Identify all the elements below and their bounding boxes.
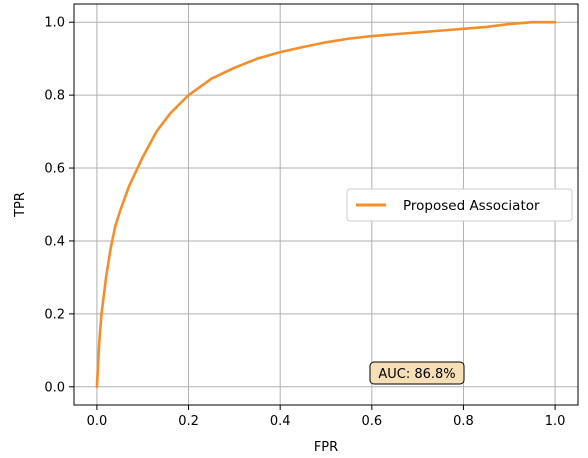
auc-annotation-box <box>369 361 465 385</box>
legend-box <box>346 188 573 222</box>
x-tick-label: 1.0 <box>545 414 566 429</box>
x-tick-label: 0.0 <box>87 414 108 429</box>
x-tick-label: 0.8 <box>453 414 474 429</box>
y-tick-label: 1.0 <box>44 16 65 31</box>
auc-annotation-text: AUC: 86.8% <box>378 367 455 382</box>
legend: Proposed Associator <box>346 188 573 222</box>
auc-annotation: AUC: 86.8% <box>369 361 465 385</box>
tick-labels: 0.0 0.2 0.4 0.6 0.8 1.0 0.0 0.2 0.4 0.6 0.8 1.0 <box>44 16 565 429</box>
y-axis-label: TPR <box>13 192 28 218</box>
x-tick-label: 0.4 <box>270 414 291 429</box>
legend-label: Proposed Associator <box>403 198 540 214</box>
y-tick-label: 0.8 <box>44 89 65 104</box>
x-axis-label: FPR <box>314 440 338 455</box>
roc-curve-line <box>95 20 557 389</box>
y-tick-label: 0.0 <box>44 380 65 395</box>
x-tick-label: 0.2 <box>178 414 199 429</box>
x-tick-label: 0.6 <box>361 414 382 429</box>
plot-frame <box>73 3 579 406</box>
y-tick-label: 0.4 <box>44 234 65 249</box>
axis-ticks <box>69 21 556 410</box>
y-tick-label: 0.2 <box>44 307 65 322</box>
y-tick-label: 0.6 <box>44 162 65 177</box>
series-lines <box>95 20 557 389</box>
